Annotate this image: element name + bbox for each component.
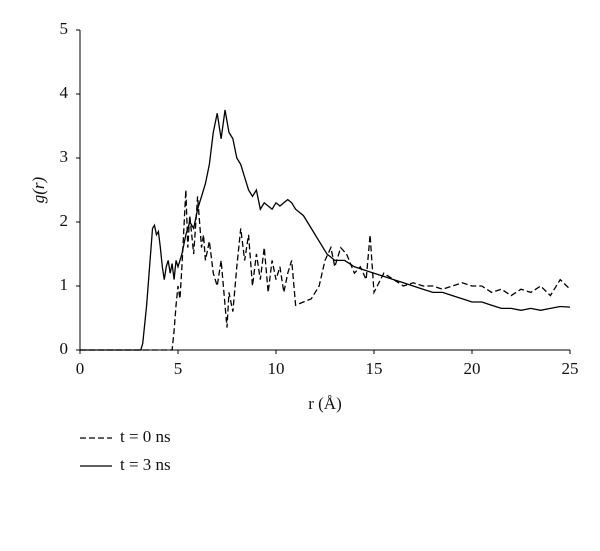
x-tick-label: 20 xyxy=(464,359,481,378)
x-tick-label: 5 xyxy=(174,359,183,378)
data-line xyxy=(80,109,571,351)
data-line xyxy=(80,189,571,351)
y-tick-label: 4 xyxy=(60,83,69,102)
y-tick-label: 1 xyxy=(60,275,69,294)
y-tick-label: 3 xyxy=(60,147,69,166)
x-tick-label: 10 xyxy=(268,359,285,378)
y-tick-label: 0 xyxy=(60,339,69,358)
x-axis-label: r (Å) xyxy=(308,394,342,413)
y-axis-label: g(r) xyxy=(29,176,48,203)
legend-label: t = 0 ns xyxy=(120,427,171,446)
x-tick-label: 25 xyxy=(562,359,579,378)
legend-label: t = 3 ns xyxy=(120,455,171,474)
x-tick-label: 15 xyxy=(366,359,383,378)
y-tick-label: 2 xyxy=(60,211,69,230)
x-tick-label: 0 xyxy=(76,359,85,378)
y-tick-label: 5 xyxy=(60,19,69,38)
